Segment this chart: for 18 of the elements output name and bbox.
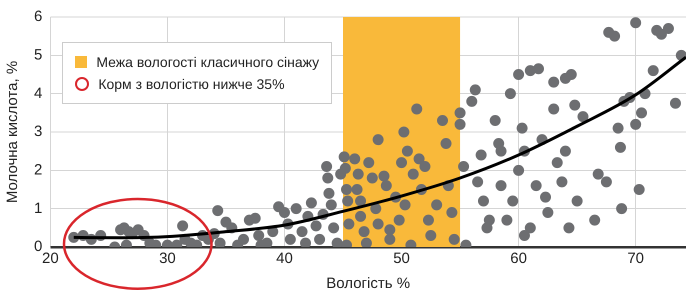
legend-box: Межа вологості класичного сінажу Корм з вологістю нижче 35% [62,42,332,104]
x-tick-label: 40 [276,250,293,268]
x-tick-label: 30 [159,250,176,268]
y-axis-title: Молочна кислота, % [4,60,22,204]
y-tick-label: 0 [34,238,42,256]
band-label: Межа вологості класичного сінажу [96,53,320,72]
x-tick-label: 70 [627,250,644,268]
annotation: Корм з вологістю нижче 35% [98,75,285,94]
y-tick-label: 3 [34,123,42,140]
x-tick-label: 60 [510,250,527,268]
y-tick-label: 4 [34,84,42,102]
y-tick-label: 5 [34,46,42,64]
x-tick-label: 20 [42,250,59,268]
y-tick-label: 6 [34,8,42,26]
x-tick-label: 50 [393,250,410,268]
y-tick-label: 1 [34,200,42,217]
y-tick-label: 2 [34,161,42,178]
x-axis-title: Вологість % [326,275,410,292]
